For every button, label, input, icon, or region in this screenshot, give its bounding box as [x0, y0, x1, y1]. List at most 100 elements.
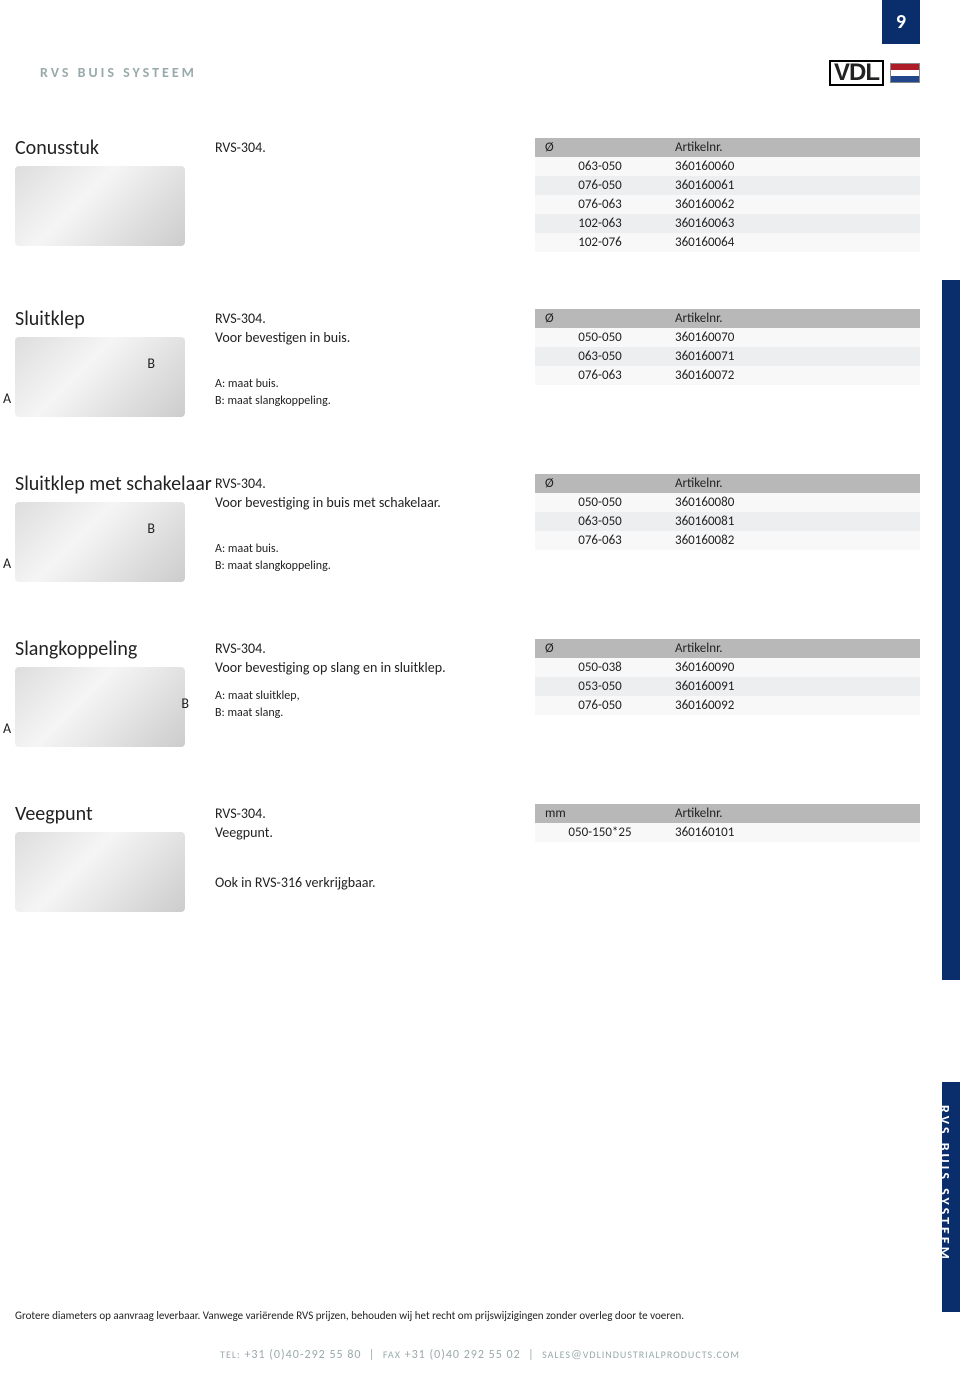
section-table-wrap: mmArtikelnr. 050-150*25360160101 [535, 802, 920, 912]
col-header-dimension: Ø [535, 639, 665, 658]
section-left: Slangkoppeling AB [15, 637, 215, 747]
brand-block: VDL [829, 60, 920, 86]
cell-article: 360160091 [665, 677, 860, 696]
email-domain: VDLINDUSTRIALPRODUCTS.COM [583, 1348, 740, 1361]
description-line: Voor bevestiging op slang en in sluitkle… [215, 658, 535, 678]
product-section: Slangkoppeling AB RVS-304.Voor bevestiging… [15, 637, 920, 747]
cell-empty [860, 176, 920, 195]
section-left: Conusstuk [15, 136, 215, 252]
col-header-article: Artikelnr. [665, 309, 860, 328]
article-table: ØArtikelnr. 050-050360160070 063-0503601… [535, 309, 920, 385]
footer-note: Grotere diameters op aanvraag leverbaar.… [15, 1309, 900, 1322]
cell-dimension: 063-050 [535, 347, 665, 366]
section-left: Sluitklep AB [15, 307, 215, 417]
side-tab-bar [942, 280, 960, 980]
section-table-wrap: ØArtikelnr. 050-050360160080 063-0503601… [535, 472, 920, 582]
cell-empty [860, 328, 920, 347]
cell-dimension: 050-038 [535, 658, 665, 677]
col-header-empty [860, 804, 920, 823]
dimension-notes: A: maat buis.B: maat slangkoppeling. [215, 376, 535, 410]
cell-dimension: 076-063 [535, 366, 665, 385]
cell-dimension: 102-063 [535, 214, 665, 233]
category-label: RVS BUIS SYSTEEM [40, 64, 197, 81]
tel-label: TEL: [220, 1348, 241, 1361]
table-row: 076-050360160061 [535, 176, 920, 195]
cell-dimension: 076-050 [535, 696, 665, 715]
col-header-article: Artikelnr. [665, 474, 860, 493]
table-row: 050-050360160080 [535, 493, 920, 512]
col-header-dimension: Ø [535, 138, 665, 157]
note-line: A: maat sluitklep, [215, 688, 535, 705]
cell-dimension: 076-050 [535, 176, 665, 195]
logo: VDL [829, 60, 884, 86]
cell-empty [860, 823, 920, 842]
table-row: 063-050360160060 [535, 157, 920, 176]
section-title: Sluitklep [15, 307, 215, 331]
description-line: Veegpunt. [215, 823, 535, 843]
table-row: 076-063360160062 [535, 195, 920, 214]
note-line: B: maat slangkoppeling. [215, 393, 535, 410]
flag-nl-icon [890, 63, 920, 83]
table-row: 102-076360160064 [535, 233, 920, 252]
col-header-dimension: Ø [535, 309, 665, 328]
cell-dimension: 050-150*25 [535, 823, 665, 842]
tel-value: +31 (0)40-292 55 80 [244, 1348, 361, 1362]
cell-article: 360160062 [665, 195, 860, 214]
table-row: 050-150*25360160101 [535, 823, 920, 842]
cell-dimension: 050-050 [535, 328, 665, 347]
cell-dimension: 053-050 [535, 677, 665, 696]
table-row: 063-050360160071 [535, 347, 920, 366]
page-number-badge: 9 [882, 0, 920, 44]
cell-article: 360160070 [665, 328, 860, 347]
product-section: SluitklepABRVS-304.Voor bevestigen in bu… [15, 307, 920, 417]
product-image-placeholder: AB [15, 667, 185, 747]
cell-article: 360160101 [665, 823, 860, 842]
dimension-label-b: B [147, 355, 155, 372]
product-image-placeholder [15, 166, 185, 246]
section-left: Sluitklep met schakelaarAB [15, 472, 215, 582]
col-header-empty [860, 474, 920, 493]
section-table-wrap: ØArtikelnr. 050-050360160070 063-0503601… [535, 307, 920, 417]
cell-article: 360160082 [665, 531, 860, 550]
side-tab-label: RVS BUIS SYSTEEM [933, 1105, 953, 1262]
dimension-notes: A: maat sluitklep,B: maat slang. [215, 688, 535, 722]
col-header-article: Artikelnr. [665, 138, 860, 157]
cell-empty [860, 531, 920, 550]
note-line: A: maat buis. [215, 541, 535, 558]
dimension-label-a: A [3, 555, 11, 572]
cell-empty [860, 214, 920, 233]
cell-article: 360160081 [665, 512, 860, 531]
description-line: RVS-304. [215, 804, 535, 824]
description-line: RVS-304. [215, 309, 535, 329]
section-title: Slangkoppeling [15, 637, 215, 661]
cell-article: 360160063 [665, 214, 860, 233]
fax-label: FAX [383, 1348, 401, 1361]
article-table: mmArtikelnr. 050-150*25360160101 [535, 804, 920, 842]
description-line: RVS-304. [215, 639, 535, 659]
table-row: 102-063360160063 [535, 214, 920, 233]
dimension-label-a: A [3, 390, 11, 407]
logo-text: VDL [829, 60, 884, 86]
description-line: Voor bevestiging in buis met schakelaar. [215, 493, 535, 513]
cell-article: 360160061 [665, 176, 860, 195]
fax-value: +31 (0)40 292 55 02 [405, 1348, 521, 1362]
product-section: ConusstukRVS-304.ØArtikelnr. 063-0503601… [15, 136, 920, 252]
note-line: B: maat slang. [215, 705, 535, 722]
section-title: Conusstuk [15, 136, 215, 160]
section-title: Sluitklep met schakelaar [15, 472, 215, 496]
section-description: RVS-304.Voor bevestiging in buis met sch… [215, 472, 535, 582]
col-header-empty [860, 639, 920, 658]
cell-dimension: 102-076 [535, 233, 665, 252]
dimension-notes: A: maat buis.B: maat slangkoppeling. [215, 541, 535, 575]
footer-contact: TEL: +31 (0)40-292 55 80 | FAX +31 (0)40… [0, 1348, 960, 1362]
note-line: B: maat slangkoppeling. [215, 558, 535, 575]
table-row: 050-050360160070 [535, 328, 920, 347]
extra-note: Ook in RVS-316 verkrijgbaar. [215, 873, 535, 893]
col-header-empty [860, 138, 920, 157]
product-image-placeholder [15, 832, 185, 912]
product-image-placeholder: AB [15, 337, 185, 417]
section-description: RVS-304.Veegpunt. Ook in RVS-316 verkrijg… [215, 802, 535, 912]
cell-article: 360160080 [665, 493, 860, 512]
cell-article: 360160064 [665, 233, 860, 252]
table-row: 076-050360160092 [535, 696, 920, 715]
